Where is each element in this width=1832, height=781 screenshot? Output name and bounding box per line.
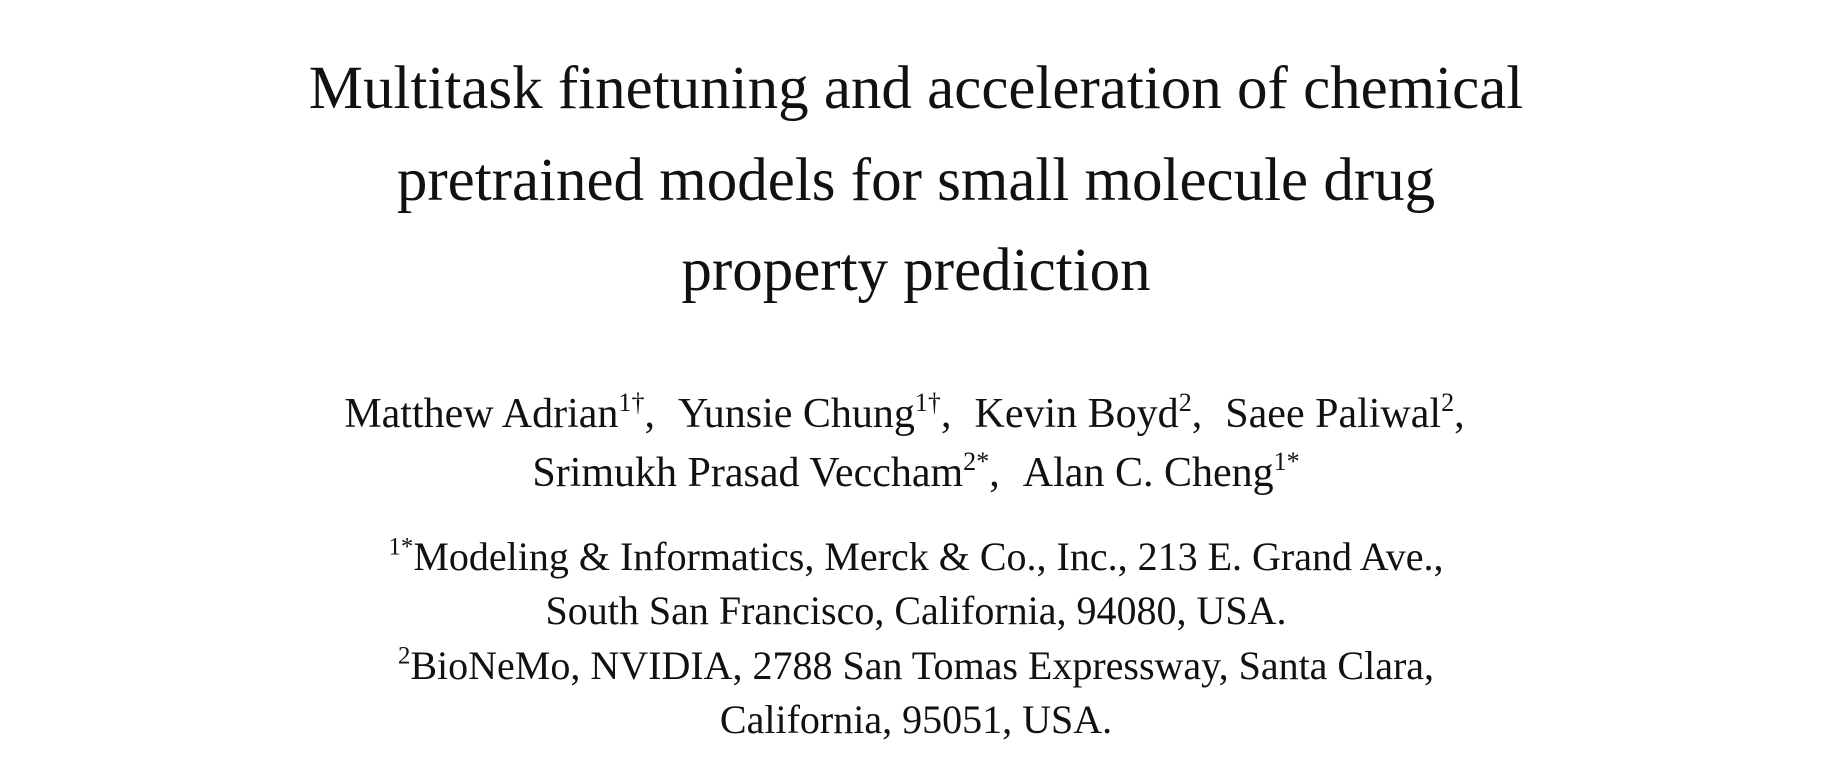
author-sep: , [644, 391, 655, 437]
author-mark: 1† [618, 387, 645, 417]
title-line: property prediction [681, 237, 1151, 304]
affiliation-text: California, 95051, USA. [719, 697, 1113, 742]
affiliation-mark: 1* [388, 533, 414, 561]
affiliation-line: 2BioNeMo, NVIDIA, 2788 San Tomas Express… [0, 642, 1832, 688]
affiliation-mark: 2 [397, 642, 411, 670]
author-mark: 2 [1178, 387, 1192, 417]
affiliation-line: 1*Modeling & Informatics, Merck & Co., I… [0, 533, 1832, 579]
author-name: Matthew Adrian [344, 391, 619, 437]
affiliation-text: Modeling & Informatics, Merck & Co., Inc… [413, 534, 1444, 579]
affiliation-line: California, 95051, USA. [0, 700, 1832, 740]
title-line: pretrained models for small molecule dru… [396, 147, 1436, 214]
author-mark: 1* [1273, 446, 1300, 476]
author: Matthew Adrian1†, [344, 387, 678, 437]
author-name: Srimukh Prasad Veccham [532, 450, 964, 496]
author-name: Alan C. Cheng [1022, 450, 1274, 496]
affiliation-text: South San Francisco, California, 94080, … [545, 588, 1287, 633]
title-line: Multitask finetuning and acceleration of… [308, 55, 1524, 122]
affiliation-line: South San Francisco, California, 94080, … [0, 591, 1832, 631]
author-line: Srimukh Prasad Veccham2*, Alan C. Cheng1* [0, 446, 1832, 496]
author-sep: , [989, 450, 1000, 496]
author: Alan C. Cheng1* [1022, 446, 1300, 496]
author: Kevin Boyd2, [974, 387, 1226, 437]
affiliation-text: BioNeMo, NVIDIA, 2788 San Tomas Expressw… [410, 643, 1435, 688]
author-mark: 1† [914, 387, 941, 417]
author-mark: 2* [963, 446, 990, 476]
author-sep: , [1454, 391, 1465, 437]
author-name: Saee Paliwal [1225, 391, 1442, 437]
author-mark: 2 [1441, 387, 1455, 417]
author-name: Yunsie Chung [678, 391, 915, 437]
author-line: Matthew Adrian1†, Yunsie Chung1†, Kevin Bo… [0, 387, 1832, 437]
author: Saee Paliwal2, [1225, 387, 1487, 437]
author: Yunsie Chung1†, [678, 387, 974, 437]
author-sep: , [1191, 391, 1203, 437]
author: Srimukh Prasad Veccham2*, [532, 446, 1022, 496]
author-sep: , [940, 391, 952, 437]
author-name: Kevin Boyd [974, 391, 1179, 437]
